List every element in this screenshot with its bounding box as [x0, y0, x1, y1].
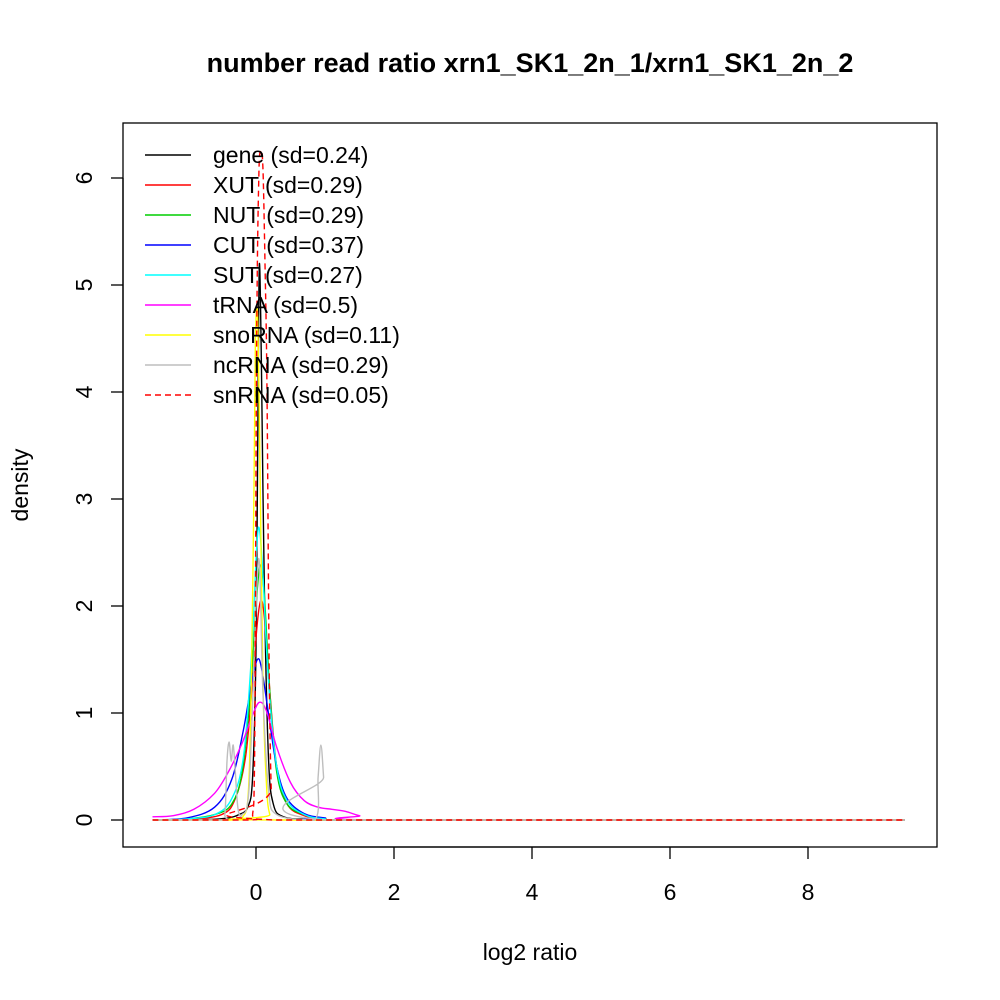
y-tick-label: 4	[71, 385, 97, 398]
legend-label: snoRNA (sd=0.11)	[213, 322, 400, 348]
x-tick-label: 0	[250, 879, 263, 905]
y-tick-label: 5	[71, 279, 97, 292]
legend-label: gene (sd=0.24)	[213, 142, 368, 168]
legend-label: NUT (sd=0.29)	[213, 202, 364, 228]
x-tick-label: 4	[526, 879, 539, 905]
y-tick-label: 1	[71, 707, 97, 720]
series-line-7	[152, 557, 905, 821]
legend-label: tRNA (sd=0.5)	[213, 292, 358, 318]
legend-label: snRNA (sd=0.05)	[213, 382, 389, 408]
y-tick-label: 0	[71, 814, 97, 827]
y-tick-label: 3	[71, 493, 97, 506]
legend-label: SUT (sd=0.27)	[213, 262, 363, 288]
y-tick-label: 6	[71, 172, 97, 185]
x-tick-label: 6	[664, 879, 677, 905]
legend-label: XUT (sd=0.29)	[213, 172, 363, 198]
x-tick-label: 8	[802, 879, 815, 905]
legend: gene (sd=0.24) XUT (sd=0.29) NUT (sd=0.29)…	[145, 142, 400, 408]
legend-label: CUT (sd=0.37)	[213, 232, 364, 258]
series-line-8	[152, 149, 905, 821]
series-line-4	[152, 526, 905, 821]
y-tick-label: 2	[71, 600, 97, 613]
series-line-5	[152, 701, 905, 821]
x-axis-label: log2 ratio	[483, 939, 578, 965]
series-layer	[152, 149, 905, 821]
chart-title: number read ratio xrn1_SK1_2n_1/xrn1_SK1…	[207, 48, 854, 78]
x-axis: 0 2 4 6 8	[250, 846, 815, 905]
y-axis: 0 1 2 3 4 5 6	[71, 172, 124, 827]
legend-label: ncRNA (sd=0.29)	[213, 352, 389, 378]
x-tick-label: 2	[388, 879, 401, 905]
y-axis-label: density	[7, 448, 33, 521]
